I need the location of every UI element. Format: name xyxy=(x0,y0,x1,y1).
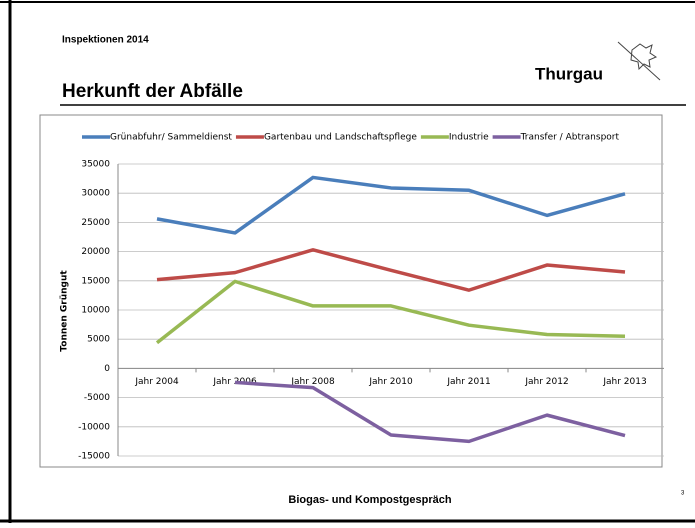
page-number: 3 xyxy=(681,491,685,497)
y-tick-label: 15000 xyxy=(81,276,110,286)
series-line xyxy=(156,248,626,292)
y-tick-label: -10000 xyxy=(78,422,110,432)
x-tick-label: Jahr 2008 xyxy=(290,377,335,387)
legend-label: Industrie xyxy=(449,133,489,143)
chart-frame xyxy=(39,114,663,468)
footer: Biogas- und Kompostgespräch xyxy=(288,494,451,506)
y-tick-label: 30000 xyxy=(81,189,110,199)
y-tick-label: 5000 xyxy=(87,335,110,345)
series-line xyxy=(156,175,626,235)
logo-icon xyxy=(617,41,661,81)
y-tick-label: 35000 xyxy=(81,160,110,170)
header: Inspektionen 2014 xyxy=(62,35,149,46)
y-tick-label: 10000 xyxy=(81,306,110,316)
legend-label: Transfer / Abtransport xyxy=(520,133,620,143)
x-tick-label: Jahr 2011 xyxy=(446,377,490,387)
legend-label: Gartenbau und Landschaftspflege xyxy=(264,133,417,143)
logo-text: Thurgau xyxy=(535,64,603,83)
title: Herkunft der Abfälle xyxy=(62,81,243,102)
y-tick-label: 0 xyxy=(104,364,110,374)
x-tick-label: Jahr 2010 xyxy=(368,377,413,387)
series-line xyxy=(155,279,626,345)
x-tick-label: Jahr 2004 xyxy=(134,377,179,387)
y-tick-label: 20000 xyxy=(81,247,110,257)
series-line xyxy=(234,380,626,444)
y-tick-label: -5000 xyxy=(84,393,110,403)
x-tick-label: Jahr 2006 xyxy=(212,377,257,387)
y-tick-label: 25000 xyxy=(81,218,110,228)
legend-label: Grünabfuhr/ Sammeldienst xyxy=(110,133,232,143)
y-axis-label: Tonnen Grüngut xyxy=(60,270,70,352)
y-tick-label: -15000 xyxy=(78,452,110,462)
x-tick-label: Jahr 2013 xyxy=(602,377,646,387)
x-tick-label: Jahr 2012 xyxy=(524,377,568,387)
